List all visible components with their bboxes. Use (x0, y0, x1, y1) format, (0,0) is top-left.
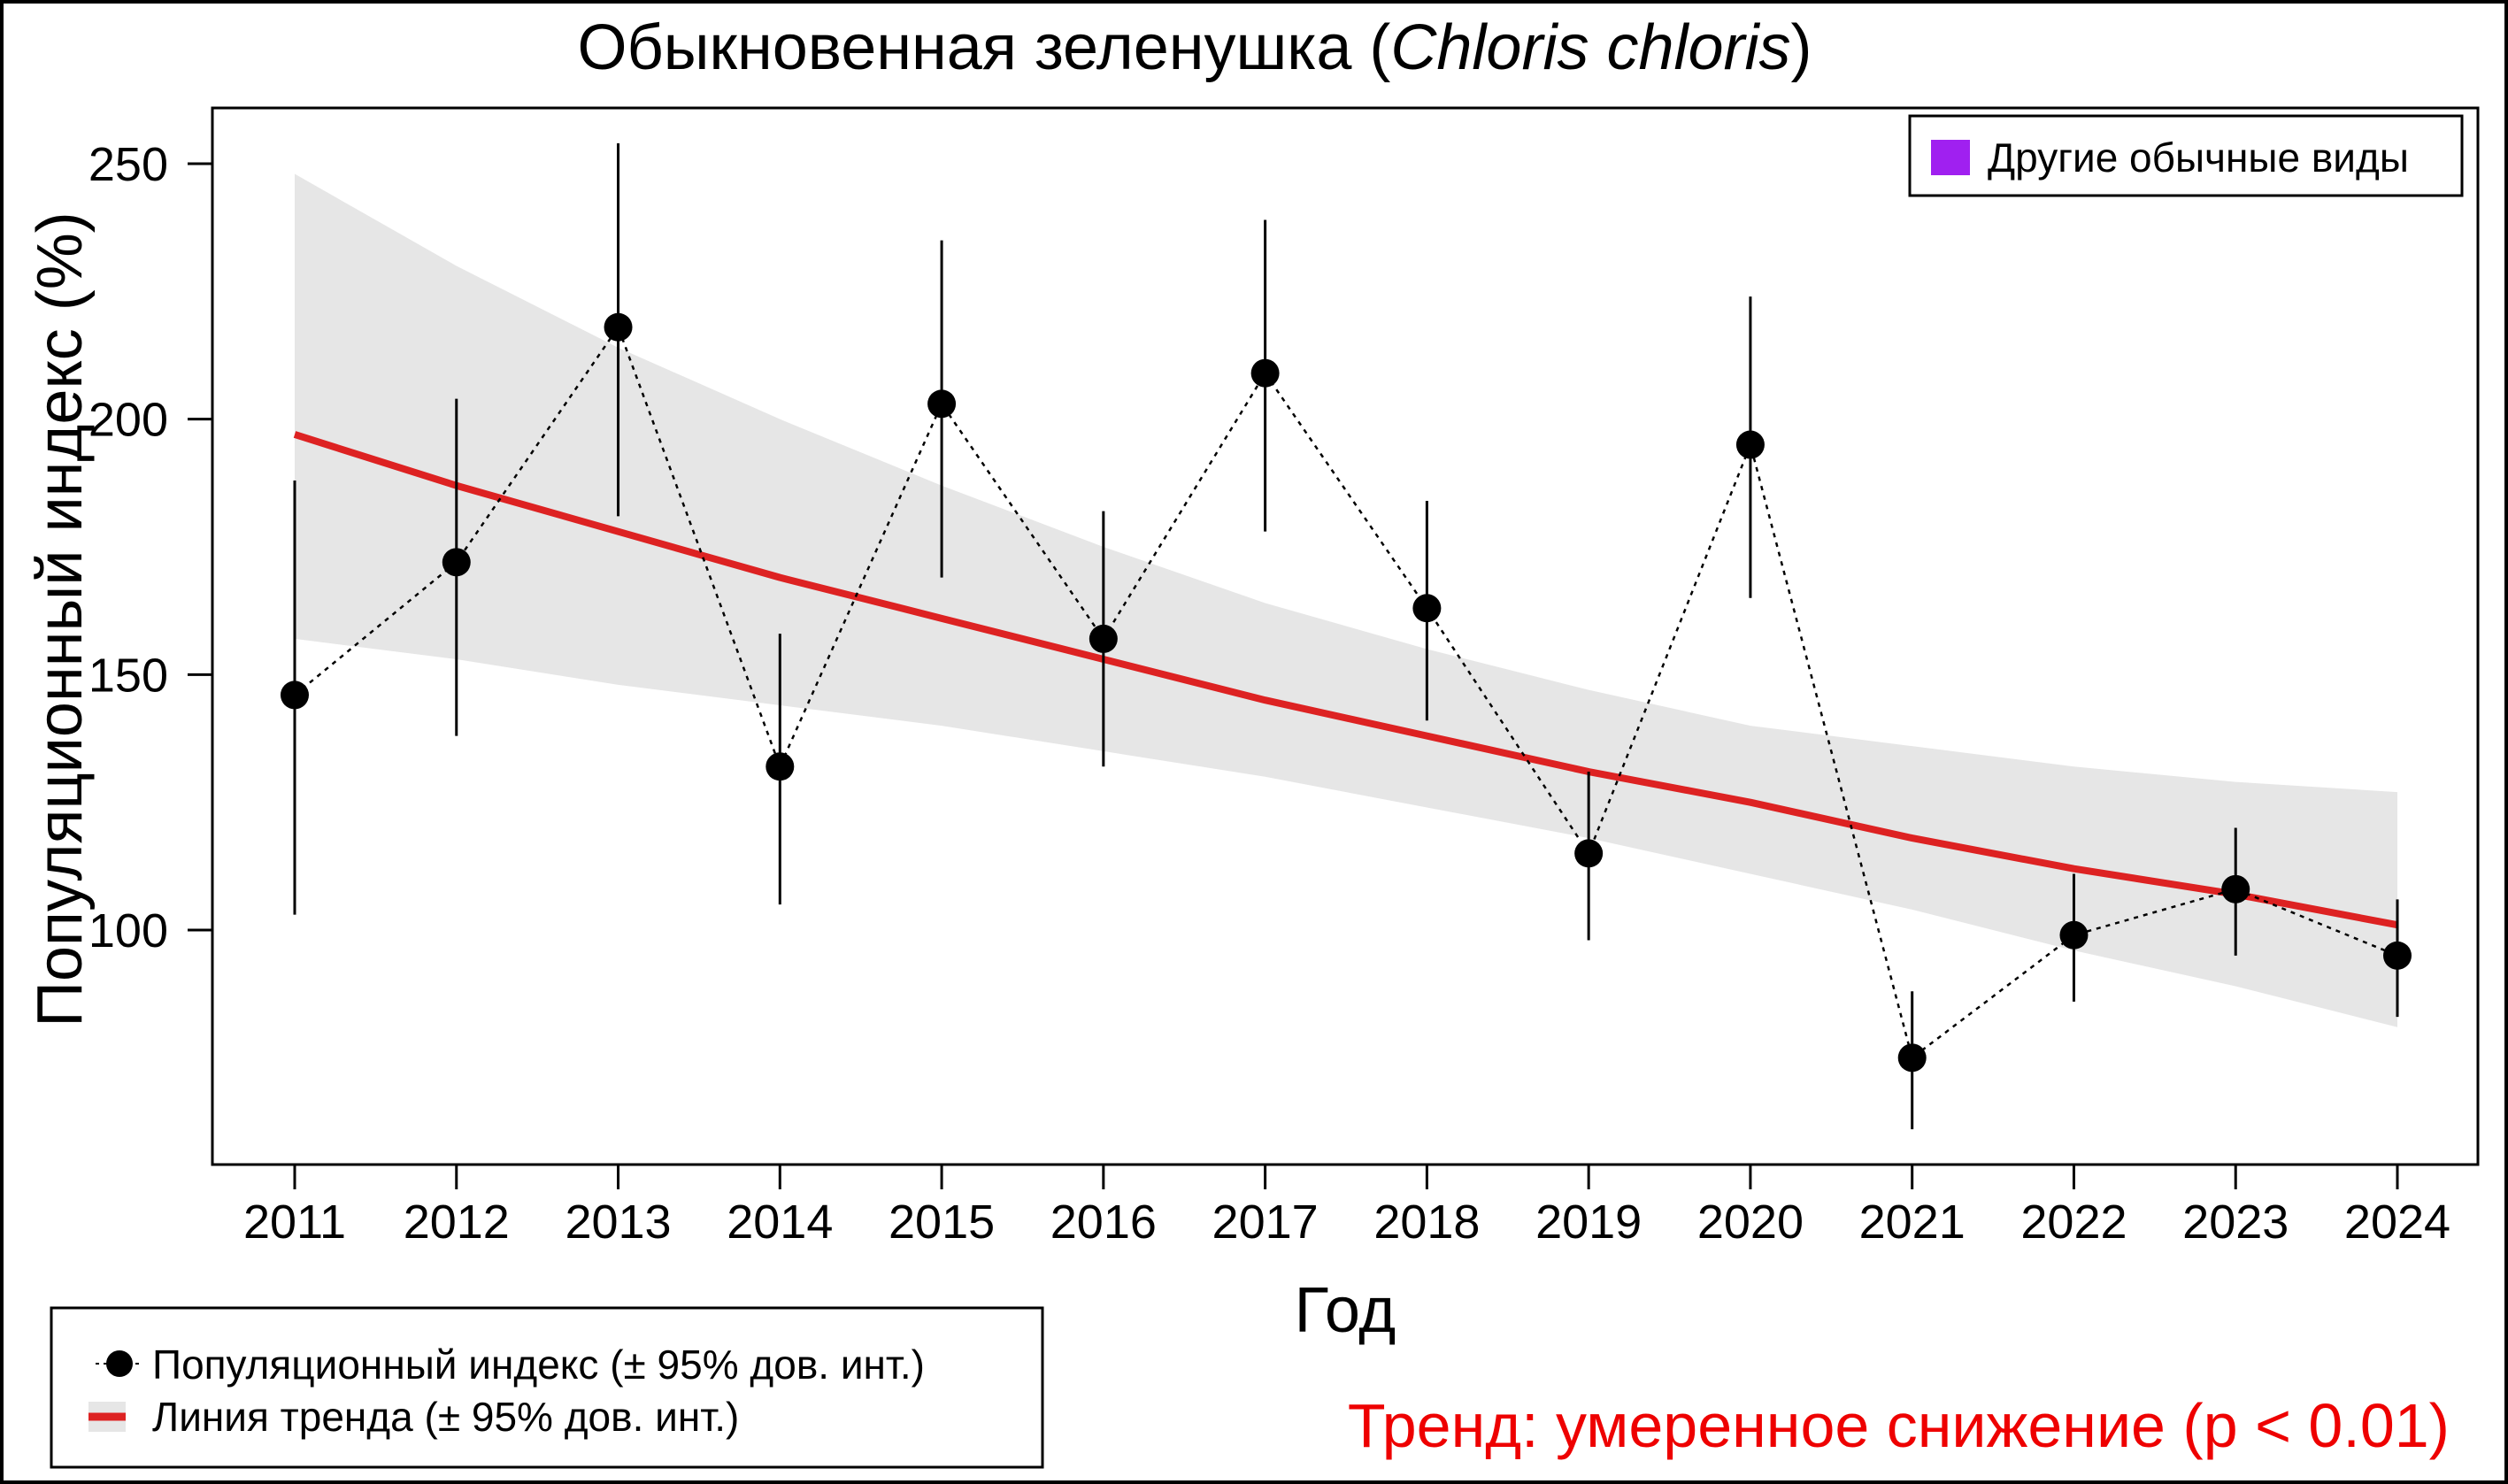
data-point-2019 (1574, 839, 1604, 868)
data-point-2017 (1250, 358, 1280, 388)
chart-title: Обыкновенная зеленушка (Chloris chloris) (578, 12, 1812, 83)
x-tick-label-2016: 2016 (1050, 1196, 1157, 1249)
trend-annotation: Тренд: умеренное снижение (p < 0.01) (1348, 1391, 2450, 1460)
x-tick-label-2024: 2024 (2344, 1196, 2450, 1249)
x-tick-label-2020: 2020 (1697, 1196, 1804, 1249)
point-connector-layer (294, 325, 2398, 1060)
x-tick-label-2012: 2012 (404, 1196, 510, 1249)
x-tick-label-2023: 2023 (2182, 1196, 2289, 1249)
title-species-latin: Chloris chloris (1390, 12, 1790, 83)
y-tick-label-200: 200 (88, 394, 168, 447)
x-tick-label-2021: 2021 (1859, 1196, 1966, 1249)
legend-trend-label: Линия тренда (± 95% дов. инт.) (152, 1394, 739, 1440)
legend-species-group-swatch (1931, 140, 1970, 175)
x-tick-label-2014: 2014 (727, 1196, 833, 1249)
trend-confidence-band-layer (295, 173, 2397, 1027)
y-tick-label-250: 250 (88, 138, 168, 191)
legend-top-right-box (1908, 114, 2464, 197)
x-tick-label-2013: 2013 (565, 1196, 671, 1249)
x-tick-label-2019: 2019 (1535, 1196, 1642, 1249)
data-point-2022 (2059, 920, 2089, 950)
data-point-2013 (604, 312, 633, 342)
y-axis-label: Популяционный индекс (%) (25, 211, 96, 1027)
trend-line-layer (293, 431, 2398, 929)
data-point-2011 (281, 680, 309, 710)
data-point-2020 (1735, 430, 1765, 459)
title-prefix: Обыкновенная зеленушка ( (578, 12, 1391, 83)
data-point-2015 (927, 389, 957, 419)
trend-confidence-band (295, 173, 2397, 1027)
data-point-2012 (442, 548, 471, 577)
y-tick-label-150: 150 (88, 649, 168, 702)
plot-area-border (211, 106, 2480, 1166)
y-tick-label-100: 100 (88, 904, 168, 957)
data-point-2018 (1412, 594, 1442, 623)
legend-index-label: Популяционный индекс (± 95% дов. инт.) (152, 1342, 925, 1388)
data-point-2023 (2221, 874, 2250, 903)
point-connector-line (294, 325, 2398, 1060)
legend-index-marker (106, 1350, 133, 1377)
x-axis-ticks: 2011 2012 2013 2014 2015 2016 2017 2018 2019 2020… (243, 1165, 2450, 1249)
legend-bottom-left: Популяционный индекс (± 95% дов. инт.) Л… (50, 1306, 1044, 1469)
x-tick-label-2018: 2018 (1373, 1196, 1480, 1249)
data-point-2021 (1897, 1043, 1927, 1073)
x-tick-label-2017: 2017 (1212, 1196, 1319, 1249)
data-point-2014 (765, 752, 795, 781)
x-axis-label: Год (1295, 1275, 1396, 1346)
trend-line (293, 431, 2398, 929)
title-suffix: ) (1791, 12, 1812, 83)
legend-top-right: Другие обычные виды (1908, 114, 2464, 197)
legend-species-group-label: Другие обычные виды (1988, 135, 2409, 181)
data-point-layer (281, 312, 2412, 1073)
x-tick-label-2022: 2022 (2020, 1196, 2127, 1249)
data-point-2016 (1089, 624, 1118, 653)
x-tick-label-2011: 2011 (243, 1196, 346, 1249)
x-tick-label-2015: 2015 (889, 1196, 995, 1249)
y-axis-ticks: 100 150 200 250 (88, 138, 212, 957)
data-point-2024 (2383, 941, 2412, 970)
legend-bottom-left-box (50, 1306, 1044, 1469)
